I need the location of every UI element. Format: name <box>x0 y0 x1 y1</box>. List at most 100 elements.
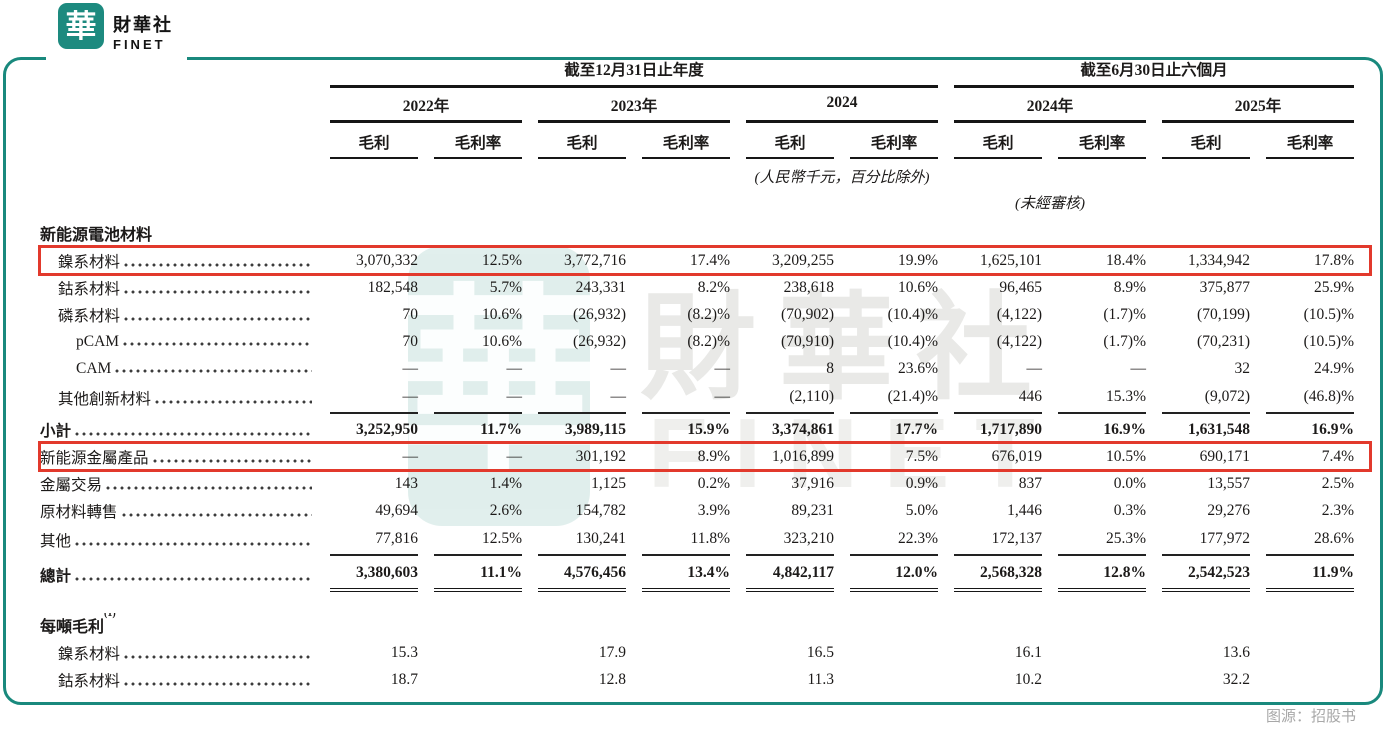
table-row: 鎳系材料 15.3 17.9 16.5 16.1 13.6 <box>40 639 1370 666</box>
col-header-margin: 毛利率 <box>642 123 730 159</box>
value-cell: 172,137 <box>954 524 1042 556</box>
value-cell: 96,465 <box>999 279 1042 296</box>
value-cell: 2,542,523 <box>1162 558 1250 592</box>
value-cell: 2.3% <box>1321 502 1354 519</box>
footnote-marker: (1) <box>104 613 116 619</box>
col-header-profit: 毛利 <box>746 123 834 159</box>
dotted-leader <box>75 431 312 436</box>
year-header-2024: 2024 <box>746 88 938 123</box>
value-cell: 17.9 <box>598 644 626 661</box>
value-cell: 12.8% <box>1058 558 1146 592</box>
value-cell: 89,231 <box>791 502 834 519</box>
value-cell: 10.2 <box>1014 671 1042 688</box>
value-cell: 3,070,332 <box>356 252 418 269</box>
value-cell: 8.9% <box>697 448 730 465</box>
image-source-caption: 图源：招股书 <box>1265 708 1356 725</box>
value-cell: 28.6% <box>1266 524 1354 556</box>
table-row: 鎳系材料 3,070,332 12.5% 3,772,716 17.4% 3,209,25… <box>38 245 1372 276</box>
value-cell: 70 <box>402 333 419 350</box>
table-row: 其他 77,816 12.5% 130,241 11.8% 323,210 22.3% 172… <box>40 524 1370 556</box>
table-row: 金屬交易 143 1.4% 1,125 0.2% 37,916 0.9% 837 0.0% 13,… <box>40 470 1370 497</box>
value-cell: 17.7% <box>895 421 938 438</box>
finet-logo: 華 財華社 FINET <box>46 0 187 62</box>
value-cell: 12.0% <box>850 558 938 592</box>
dotted-leader <box>124 681 312 686</box>
value-cell: 154,782 <box>575 502 626 519</box>
value-cell: (1.7)% <box>1103 333 1146 350</box>
column-group-interim: 截至6月30日止六個月 <box>954 55 1354 88</box>
table-header: 截至12月31日止年度 截至6月30日止六個月 2022年 2023年 2024… <box>40 55 1370 213</box>
table-row: 總計 3,380,603 11.1% 4,576,456 13.4% 4,842,117 1… <box>40 558 1370 592</box>
value-cell: 676,019 <box>991 448 1042 465</box>
value-cell: 8.2% <box>697 279 730 296</box>
value-cell: 1,125 <box>591 475 626 492</box>
value-cell: 7.4% <box>1321 448 1354 465</box>
value-cell: 2.5% <box>1321 475 1354 492</box>
value-cell: 11.1% <box>434 558 522 592</box>
row-label: 其他創新材料 <box>40 387 314 409</box>
value-cell: 3,772,716 <box>564 252 626 269</box>
value-cell: (1.7)% <box>1103 306 1146 323</box>
value-cell: 4,576,456 <box>538 558 626 592</box>
value-cell: 24.9% <box>1313 360 1354 377</box>
value-cell: 238,618 <box>783 279 834 296</box>
value-cell: 3,989,115 <box>564 421 626 438</box>
value-cell: (4,122) <box>996 306 1042 323</box>
value-cell: — <box>402 360 419 377</box>
row-label: 金屬交易 <box>40 473 314 495</box>
value-cell: (70,231) <box>1197 333 1250 350</box>
value-cell: — <box>714 360 731 377</box>
value-cell: (10.5)% <box>1303 333 1354 350</box>
value-cell: 1,334,942 <box>1188 252 1250 269</box>
value-cell: — <box>506 448 523 465</box>
dotted-leader <box>124 654 312 659</box>
dotted-leader <box>75 577 312 581</box>
value-cell: (70,199) <box>1197 306 1250 323</box>
section-header-row: 新能源電池材料 <box>40 219 1370 247</box>
value-cell: 16.9% <box>1103 421 1146 438</box>
value-cell: 177,972 <box>1162 524 1250 556</box>
value-cell: — <box>1130 360 1147 377</box>
value-cell: 0.0% <box>1113 475 1146 492</box>
table-content: 截至12月31日止年度 截至6月30日止六個月 2022年 2023年 2024… <box>38 55 1372 726</box>
value-cell: 1,016,899 <box>772 448 834 465</box>
value-cell: 15.3 <box>390 644 418 661</box>
value-cell: 11.8% <box>642 524 730 556</box>
dotted-leader <box>124 316 312 321</box>
value-cell: 690,171 <box>1199 448 1250 465</box>
brand-names: 財華社 FINET <box>113 3 173 52</box>
row-label: 每噸毛利 (1) <box>40 613 314 637</box>
value-cell: 13.6 <box>1222 644 1250 661</box>
year-header-2023: 2023年 <box>538 88 730 123</box>
value-cell: — <box>506 360 523 377</box>
row-label: 新能源金屬產品 <box>40 446 314 468</box>
dotted-leader <box>123 341 312 346</box>
value-cell: — <box>402 448 419 465</box>
value-cell: 37,916 <box>791 475 834 492</box>
value-cell: 323,210 <box>746 524 834 556</box>
value-cell: 15.3% <box>1058 382 1146 414</box>
value-cell: 70 <box>402 306 419 323</box>
dotted-leader <box>155 400 312 404</box>
value-cell: 77,816 <box>330 524 418 556</box>
value-cell: (70,902) <box>781 306 834 323</box>
dotted-leader <box>106 485 312 490</box>
row-label: CAM <box>40 360 314 378</box>
col-header-margin: 毛利率 <box>1058 123 1146 159</box>
value-cell: (4,122) <box>996 333 1042 350</box>
row-label: 總計 <box>40 564 314 586</box>
value-cell: 1,631,548 <box>1188 421 1250 438</box>
value-cell: 143 <box>394 475 418 492</box>
brand-name-zh: 財華社 <box>113 15 173 35</box>
value-cell: 12.8 <box>598 671 626 688</box>
col-header-profit: 毛利 <box>330 123 418 159</box>
table-row: 小計 3,252,950 11.7% 3,989,115 15.9% 3,374,861 1… <box>40 416 1370 443</box>
row-label: 小計 <box>40 419 314 441</box>
value-cell: 10.6% <box>481 306 522 323</box>
col-header-margin: 毛利率 <box>850 123 938 159</box>
table-row: 鈷系材料 18.7 12.8 11.3 10.2 32.2 <box>40 666 1370 693</box>
value-cell: 446 <box>954 382 1042 414</box>
row-label: 鎳系材料 <box>40 250 314 272</box>
value-cell: 11.9% <box>1266 558 1354 592</box>
value-cell: 182,548 <box>367 279 418 296</box>
